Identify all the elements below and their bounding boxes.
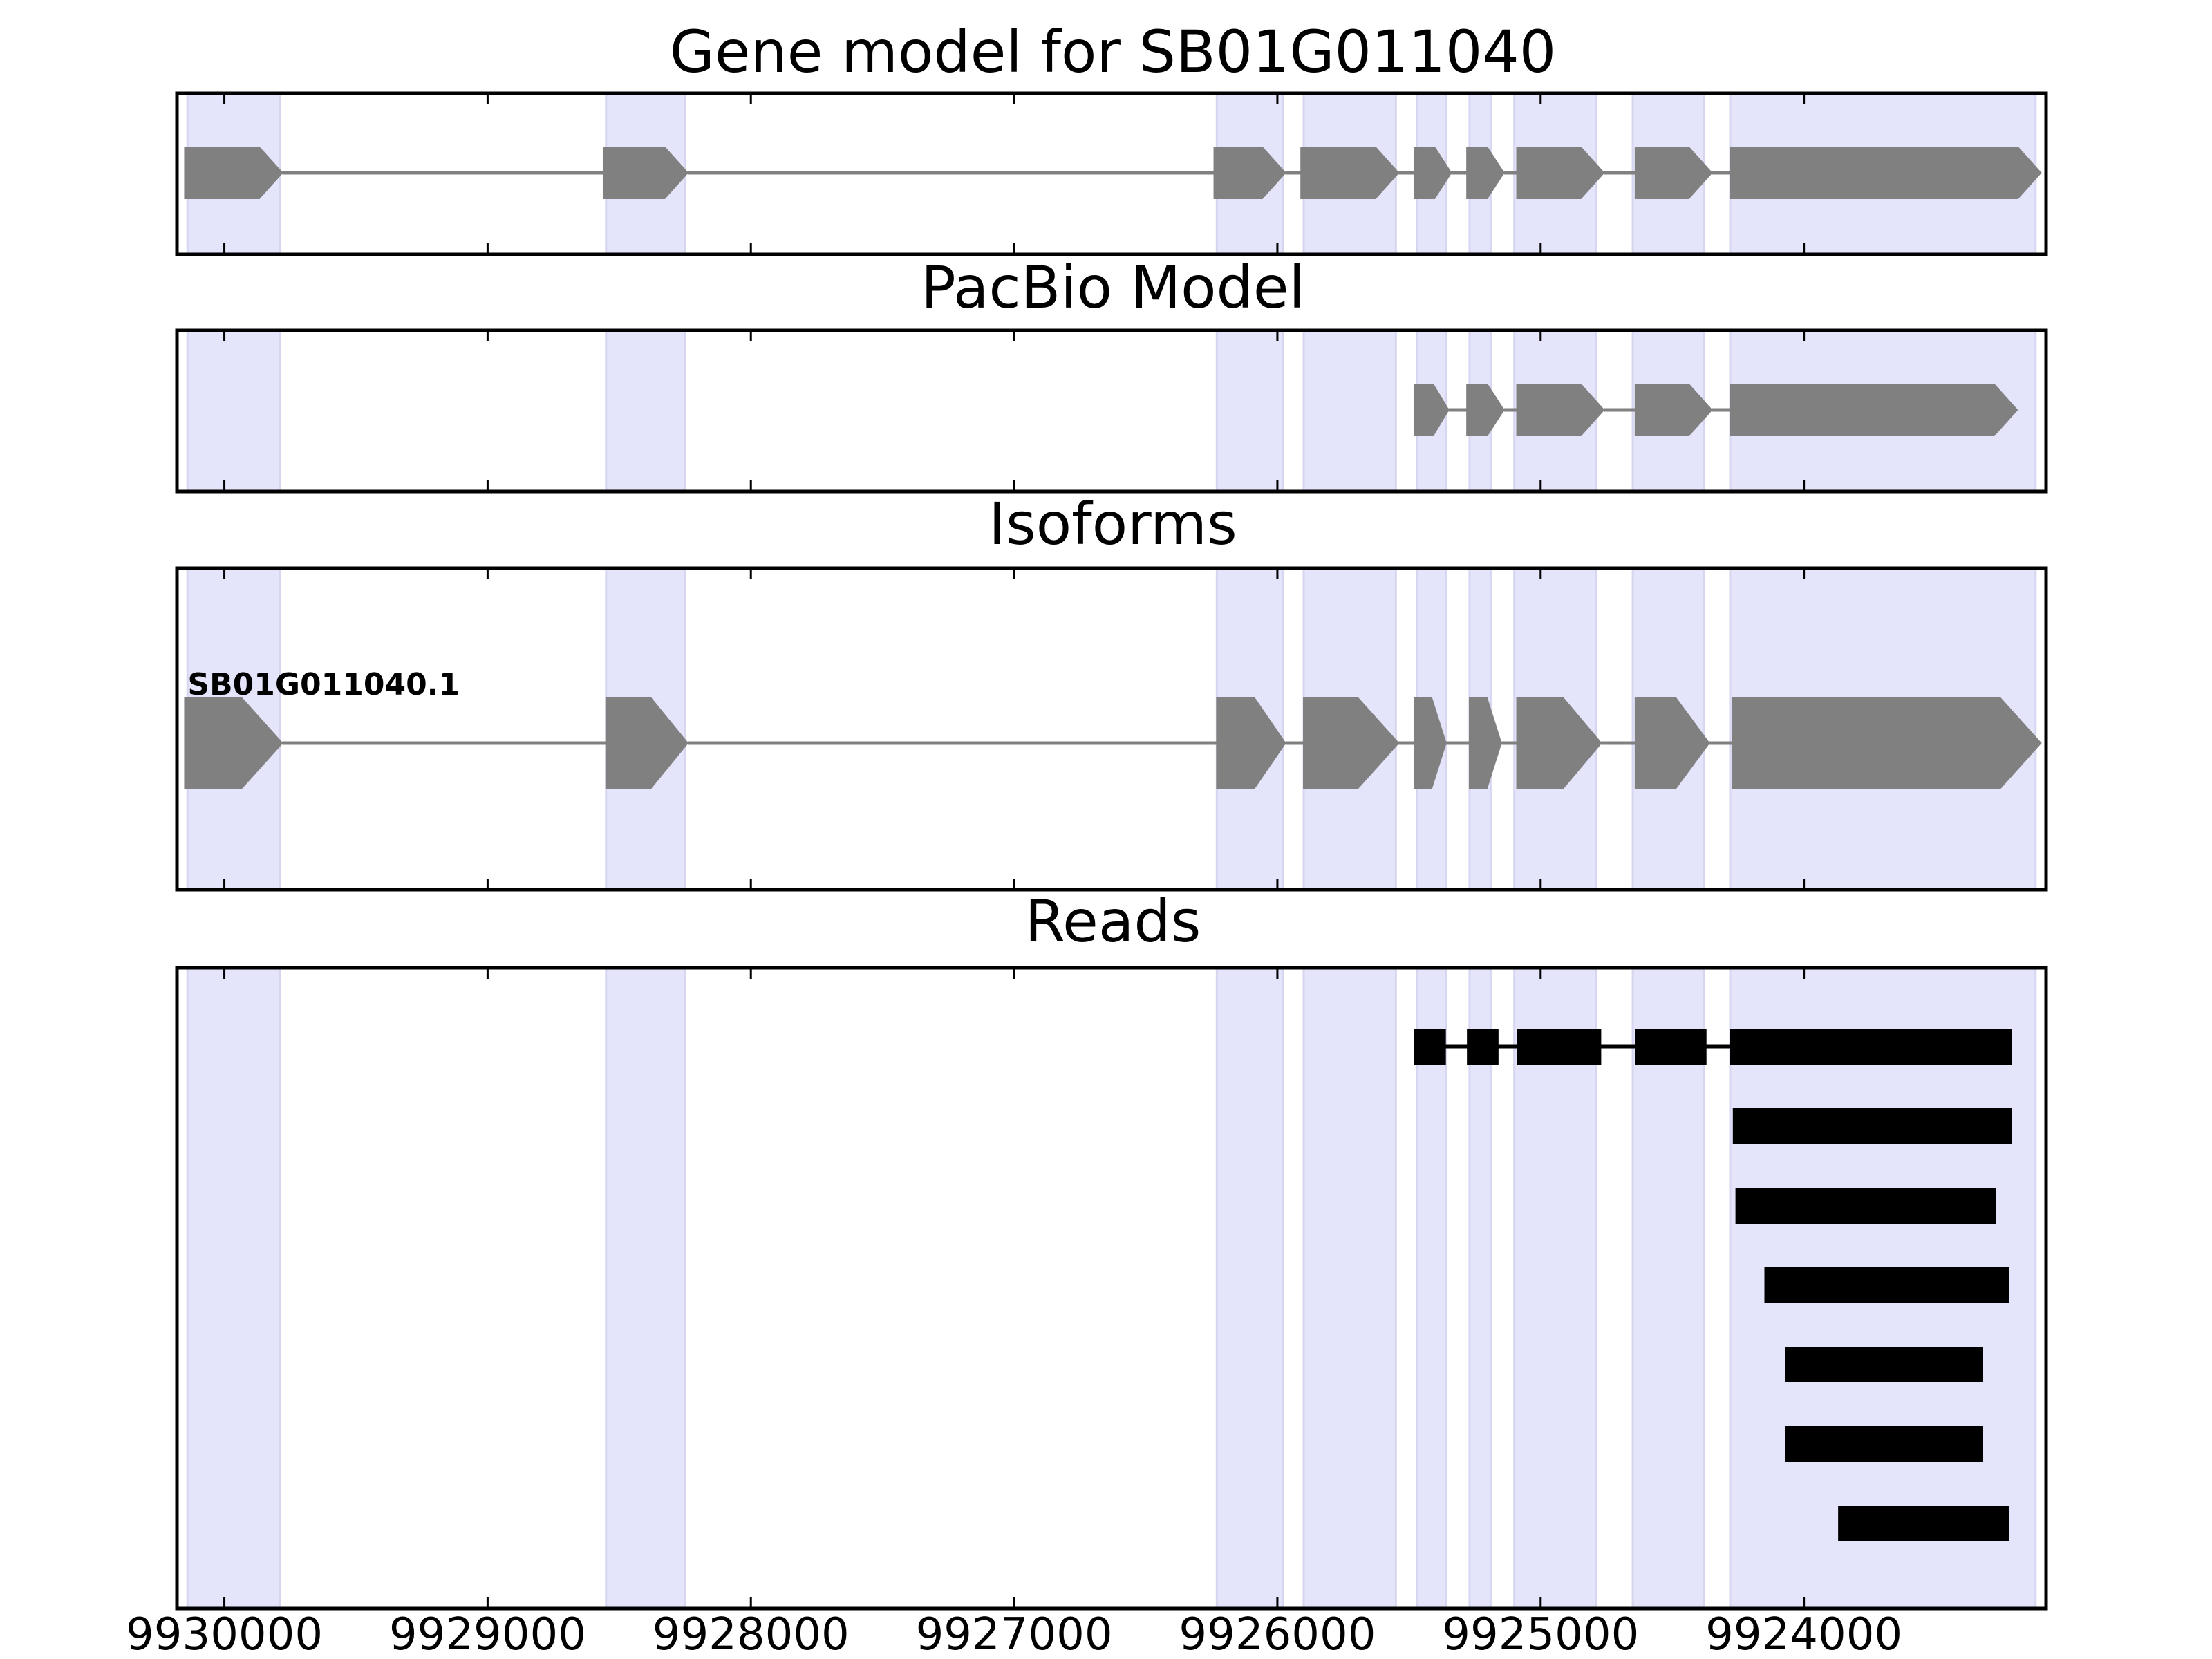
gene-exon [1729,147,2042,199]
panel-frame [175,966,2048,1611]
gene-exon [1729,384,2018,436]
isoform-exon [1413,697,1447,789]
x-tick-label: 9927000 [916,1609,1113,1659]
highlight-region [186,329,281,493]
panel-reads [175,966,2048,1611]
highlight-region [1302,329,1397,493]
x-tick-label: 9930000 [126,1609,323,1659]
highlight-region [1468,966,1492,1610]
x-tick-label: 9925000 [1442,1609,1639,1659]
read-block [1467,1029,1499,1065]
gene-exon [1634,384,1713,436]
gene-exon [602,147,689,199]
gene-exon [1300,147,1400,199]
highlight-region [1215,329,1284,493]
panel-isoforms: SB01G011040.1 [175,566,2048,892]
read-block [1517,1029,1602,1065]
panel-title-reads: Reads [1025,888,1201,955]
isoform-exon [1634,697,1710,789]
read-block [1764,1267,2009,1303]
highlight-region [1302,966,1397,1610]
panel-title-gene-model: Gene model for SB01G011040 [670,18,1556,86]
highlight-region [1416,966,1447,1610]
gene-exon [1466,384,1505,436]
isoform-exon [1303,697,1400,789]
isoform-exon [1468,697,1502,789]
gene-exon [1516,384,1605,436]
highlight-region [605,966,686,1610]
x-axis-tick-labels: 9930000 9929000 9928000 9927000 9926000 99250… [126,1609,1902,1659]
read-block [1732,1108,2012,1144]
panel-title-isoforms: Isoforms [988,490,1237,558]
gene-exon [1634,147,1713,199]
highlight-region [605,329,686,493]
panel-pacbio-model [175,328,2048,494]
gene-exon [184,147,283,199]
panel-gene-model [175,91,2048,256]
panel-frame [175,328,2048,494]
read-block [1730,1029,2012,1065]
gene-exon [1413,147,1452,199]
panel-frame [175,91,2048,256]
gene-exon [1466,147,1505,199]
x-tick-label: 9924000 [1705,1609,1902,1659]
isoform-label: SB01G011040.1 [187,667,460,702]
read-block [1635,1029,1707,1065]
gene-exon [1413,384,1450,436]
x-tick-label: 9929000 [389,1609,586,1659]
panel-frame [175,566,2048,892]
isoform-exon [184,697,283,789]
x-tick-label: 9928000 [653,1609,850,1659]
read-block [1414,1029,1446,1065]
highlight-region [1215,966,1284,1610]
highlight-region [1513,966,1597,1610]
isoform-exon [1216,697,1286,789]
highlight-region [186,966,281,1610]
panel-title-pacbio-model: PacBio Model [921,254,1305,321]
x-tick-label: 9926000 [1179,1609,1376,1659]
gene-exon [1213,147,1286,199]
isoform-exon [1516,697,1602,789]
isoform-exon [1732,697,2042,789]
isoform-exon [605,697,689,789]
read-block [1785,1347,1983,1382]
gene-exon [1516,147,1605,199]
read-block [1838,1506,2009,1541]
read-block [1735,1188,1996,1224]
read-block [1785,1426,1983,1462]
